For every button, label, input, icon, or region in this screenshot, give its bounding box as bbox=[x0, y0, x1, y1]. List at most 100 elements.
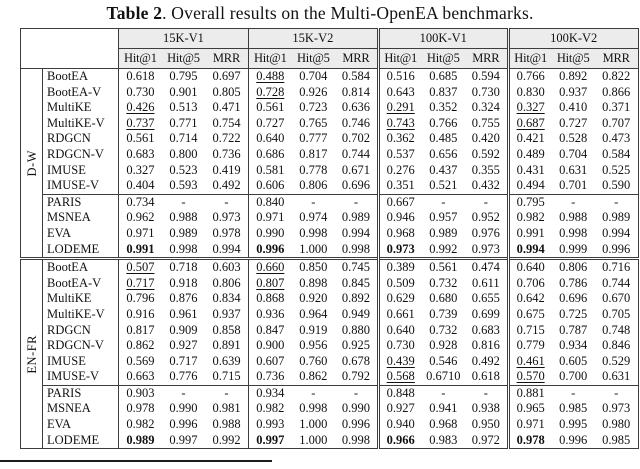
table-row: BootEA-V 0.717 0.918 0.806 0.807 0.898 0.845 0.… bbox=[21, 275, 639, 292]
value-cell: 0.848 bbox=[376, 384, 422, 402]
method-name: MSNEA bbox=[42, 210, 119, 226]
value-cell: 0.990 bbox=[169, 401, 198, 416]
value-cell: 0.640 bbox=[506, 257, 552, 276]
value-cell: 0.983 bbox=[429, 432, 458, 447]
method-name: BootEA-V bbox=[42, 84, 119, 101]
value-cell: 0.696 bbox=[559, 291, 588, 306]
value-cell: 0.474 bbox=[464, 257, 509, 276]
value-cell: 0.705 bbox=[602, 306, 631, 321]
value-cell: 0.605 bbox=[559, 353, 588, 368]
value-cell: 0.754 bbox=[212, 115, 241, 130]
value-cell: 0.881 bbox=[506, 384, 552, 402]
value-cell: 0.989 bbox=[602, 210, 631, 225]
value-cell: - bbox=[421, 193, 465, 211]
value-cell: 0.982 bbox=[126, 417, 155, 432]
value-cell: 0.670 bbox=[602, 291, 631, 306]
method-name: BootEA-V bbox=[42, 275, 119, 292]
value-cell: 0.513 bbox=[169, 100, 198, 115]
value-cell: 0.707 bbox=[602, 115, 631, 130]
value-cell: 0.846 bbox=[602, 338, 631, 353]
value-cell: 0.736 bbox=[212, 146, 241, 161]
value-cell: 0.998 bbox=[559, 225, 588, 240]
value-cell: 0.655 bbox=[471, 291, 500, 306]
value-cell: 0.492 bbox=[471, 353, 500, 368]
value-cell: - bbox=[594, 384, 639, 402]
value-cell: 0.805 bbox=[212, 84, 241, 99]
value-cell: 0.936 bbox=[247, 306, 292, 323]
value-cell: 0.965 bbox=[506, 401, 552, 418]
value-cell: 0.492 bbox=[212, 178, 241, 193]
method-name: EVA bbox=[42, 417, 119, 433]
row-group-label: EN-FR bbox=[20, 257, 43, 449]
value-cell: 0.978 bbox=[506, 432, 552, 449]
value-cell: 0.961 bbox=[169, 306, 198, 321]
method-name: LODEME bbox=[42, 432, 119, 449]
value-cell: 0.765 bbox=[299, 115, 328, 130]
table-row: IMUSE 0.569 0.717 0.639 0.607 0.760 0.678 0.439… bbox=[21, 353, 639, 370]
value-cell: 0.570 bbox=[506, 369, 552, 386]
value-cell: 0.743 bbox=[376, 115, 422, 132]
table-caption: Table 2. Overall results on the Multi-Op… bbox=[0, 0, 640, 24]
value-cell: 0.998 bbox=[341, 432, 370, 447]
value-cell: 0.952 bbox=[471, 210, 500, 225]
value-cell: 0.629 bbox=[376, 291, 422, 307]
value-cell: - bbox=[464, 384, 509, 402]
value-cell: 0.989 bbox=[341, 210, 370, 225]
value-cell: 0.728 bbox=[247, 84, 292, 101]
table-row: LODEME 0.991 0.998 0.994 0.996 1.000 0.998 0.97… bbox=[21, 241, 639, 259]
value-cell: 0.715 bbox=[212, 369, 241, 384]
value-cell: 1.000 bbox=[299, 432, 328, 447]
value-cell: 0.900 bbox=[247, 338, 292, 354]
table-row: RDGCN-V 0.683 0.800 0.736 0.686 0.817 0.744 0.5… bbox=[21, 146, 639, 163]
value-cell: 0.704 bbox=[559, 146, 588, 161]
value-cell: 0.702 bbox=[341, 131, 370, 146]
value-cell: 0.327 bbox=[506, 100, 552, 116]
value-cell: 0.973 bbox=[212, 210, 241, 225]
value-cell: 0.727 bbox=[559, 115, 588, 130]
value-cell: 0.748 bbox=[602, 322, 631, 337]
value-cell: 0.737 bbox=[126, 115, 155, 130]
value-cell: 0.523 bbox=[169, 162, 198, 177]
table-row: MultiKE 0.426 0.513 0.471 0.561 0.723 0.636 0.2… bbox=[21, 100, 639, 116]
group-header-row: 15K-V1 15K-V2 100K-V1 100K-V2 bbox=[20, 28, 639, 69]
value-cell: - bbox=[421, 384, 465, 402]
value-cell: 0.716 bbox=[594, 257, 639, 276]
value-cell: 0.814 bbox=[341, 84, 370, 99]
value-cell: 0.734 bbox=[118, 193, 162, 211]
value-cell: 0.980 bbox=[602, 417, 631, 432]
value-cell: 0.994 bbox=[602, 225, 631, 240]
results-table: 15K-V1 15K-V2 100K-V1 100K-V2 Hit@1 Hit@… bbox=[20, 28, 639, 450]
row-group-label-text: EN-FR bbox=[24, 334, 39, 374]
value-cell: 0.901 bbox=[169, 84, 198, 99]
value-cell: 0.568 bbox=[376, 369, 422, 386]
value-cell: 0.439 bbox=[376, 353, 422, 370]
value-cell: 0.994 bbox=[212, 241, 241, 256]
value-cell: 0.421 bbox=[506, 131, 552, 147]
value-cell: 0.771 bbox=[169, 115, 198, 130]
value-cell: 0.701 bbox=[559, 178, 588, 193]
value-cell: 0.594 bbox=[471, 69, 500, 83]
metric-header-hit5: Hit@5 bbox=[551, 48, 595, 69]
metric-header-mrr: MRR bbox=[464, 48, 509, 69]
table-row: RDGCN-V 0.862 0.927 0.891 0.900 0.956 0.925 0.7… bbox=[21, 338, 639, 354]
value-cell: 0.862 bbox=[126, 338, 155, 353]
value-cell: 0.940 bbox=[376, 417, 422, 433]
value-cell: 0.920 bbox=[299, 291, 328, 306]
value-cell: 0.643 bbox=[376, 84, 422, 101]
table-row: EN-FR BootEA 0.507 0.718 0.603 0.660 0.850 0.74… bbox=[20, 257, 639, 449]
value-cell: 0.795 bbox=[169, 69, 198, 83]
value-cell: 0.473 bbox=[602, 131, 631, 146]
method-name: PARIS bbox=[42, 384, 119, 402]
value-cell: 0.993 bbox=[247, 417, 292, 433]
value-cell: 0.739 bbox=[429, 306, 458, 321]
value-cell: 0.607 bbox=[247, 353, 292, 370]
value-cell: 0.999 bbox=[559, 241, 588, 256]
value-cell: 0.561 bbox=[126, 131, 155, 146]
value-cell: - bbox=[291, 193, 335, 211]
value-cell: 0.996 bbox=[559, 432, 588, 447]
value-cell: 0.800 bbox=[169, 146, 198, 161]
caption-label: Table 2 bbox=[106, 3, 163, 23]
value-cell: 0.461 bbox=[506, 353, 552, 370]
value-cell: 0.755 bbox=[471, 115, 500, 130]
value-cell: 0.730 bbox=[376, 338, 422, 354]
